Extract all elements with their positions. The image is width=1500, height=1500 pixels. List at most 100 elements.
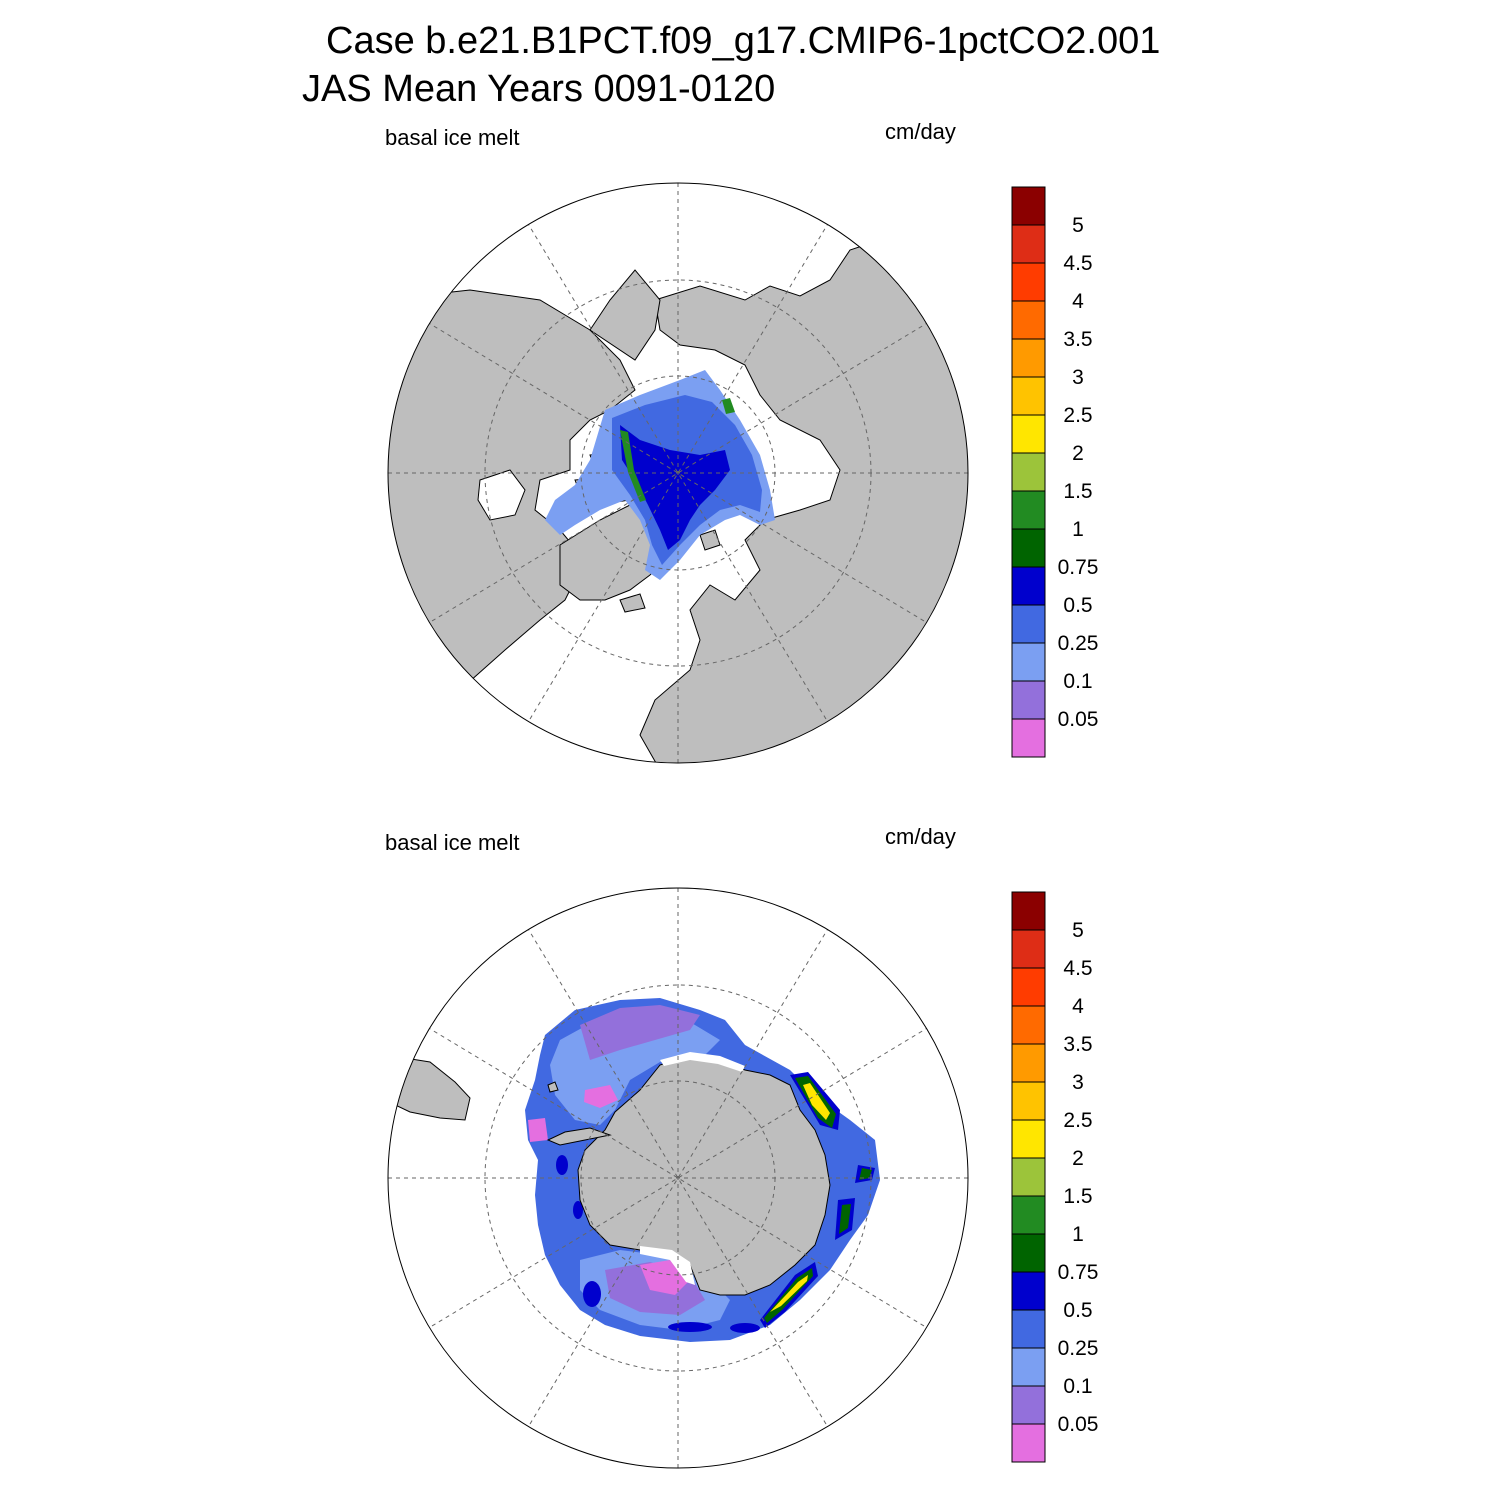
north-colorbar-label: 0.1 [1063, 670, 1092, 693]
north-colorbar-label: 1 [1072, 518, 1084, 541]
north-panel-units-label: cm/day [885, 119, 956, 144]
south-meridian-line [526, 926, 830, 1430]
north-meridian-line [526, 221, 830, 725]
south-panel-units-label: cm/day [885, 824, 956, 849]
south-colorbar-label: 4 [1072, 995, 1084, 1018]
south-colorbar-swatch [1011, 891, 1046, 931]
antarctic-peninsula-land [546, 1127, 612, 1146]
north-meridian-line [426, 321, 930, 625]
figure-title-line1: Case b.e21.B1PCT.f09_g17.CMIP6-1pctCO2.0… [326, 20, 1161, 62]
south-colorbar-label: 0.25 [1058, 1337, 1099, 1360]
north-colorbar-swatch [1011, 452, 1046, 492]
south-colorbar-swatch [1011, 1423, 1046, 1463]
south-colorbar-swatch [1011, 1271, 1046, 1311]
south-panel-variable-label: basal ice melt [385, 830, 520, 855]
north-colorbar-swatch [1011, 414, 1046, 454]
south-melt-0.05 [580, 1005, 700, 1060]
north-colorbar-label: 2.5 [1063, 404, 1092, 427]
north-melt-1 [620, 430, 646, 502]
north-graticule [388, 183, 968, 763]
north-colorbar-label: 3 [1072, 366, 1084, 389]
north-panel-variable-label: basal ice melt [385, 125, 520, 150]
south-melt-0.5 [668, 1322, 712, 1332]
south-colorbar-swatch [1011, 1157, 1046, 1197]
south-colorbar-label: 3 [1072, 1071, 1084, 1094]
south-colorbar-swatch [1011, 929, 1046, 969]
north-colorbar-label: 5 [1072, 214, 1084, 237]
south-map-border [387, 887, 969, 1469]
north-melt-0.5 [620, 425, 730, 550]
south-meridian-line [426, 1026, 930, 1330]
north-colorbar-swatch [1011, 490, 1046, 530]
north-colorbar-label: 4 [1072, 290, 1084, 313]
south-meridian-line [426, 1026, 930, 1330]
north-colorbar-swatch [1011, 262, 1046, 302]
south-colorbar-label: 3.5 [1063, 1033, 1092, 1056]
north-colorbar-swatch [1011, 680, 1046, 720]
south-colorbar-swatch [1011, 1385, 1046, 1425]
south-colorbar-swatch [1011, 1233, 1046, 1273]
north-colorbar-label: 0.25 [1058, 632, 1099, 655]
north-colorbar-swatch [1011, 338, 1046, 378]
ice-shelf [640, 1246, 695, 1285]
north-colorbar-label: 2 [1072, 442, 1084, 465]
iceland-land [619, 593, 646, 613]
south-melt-0.5 [556, 1155, 568, 1175]
south-melt-0.5 [730, 1323, 760, 1333]
south-colorbar-swatch [1011, 1195, 1046, 1235]
south-melt-0.5 [583, 1281, 601, 1307]
north-colorbar-label: 0.05 [1058, 708, 1099, 731]
north-map-border [387, 182, 969, 764]
ice-shelf [660, 1052, 745, 1072]
south-colorbar-label: 0.5 [1063, 1299, 1092, 1322]
south-colorbar-label: 2 [1072, 1147, 1084, 1170]
north-colorbar-label: 0.75 [1058, 556, 1099, 579]
north-meridian-line [526, 221, 830, 725]
south-colorbar-swatch [1011, 967, 1046, 1007]
figure-title-line2: JAS Mean Years 0091-0120 [302, 68, 776, 110]
south-colorbar-swatch [1011, 1005, 1046, 1045]
south-melt-0.05-low [584, 1085, 618, 1108]
south-melt-0.75 [859, 1168, 872, 1180]
south-colorbar: 5 4.5 4 3.5 3 2.5 2 1.5 1 0.75 0.5 0.25 0.1 0.05 [1011, 891, 1099, 1463]
north-colorbar: 5 4.5 4 3.5 3 2.5 2 1.5 1 0.75 0.5 0.25 0.1 0.05 [1011, 186, 1099, 758]
north-colorbar-swatch [1011, 224, 1046, 264]
alaska-land [589, 269, 661, 361]
south-colorbar-label: 5 [1072, 919, 1084, 942]
south-melt-2 [803, 1083, 830, 1120]
south-polar-map [387, 887, 969, 1469]
north-colorbar-swatch [1011, 604, 1046, 644]
island-land [547, 1081, 559, 1093]
south-melt-0.05-low [528, 1118, 548, 1142]
south-colorbar-label: 1.5 [1063, 1185, 1092, 1208]
north-colorbar-swatch [1011, 642, 1046, 682]
north-colorbar-swatch [1011, 376, 1046, 416]
arctic-island [699, 529, 721, 551]
south-colorbar-label: 4.5 [1063, 957, 1092, 980]
south-colorbar-swatch [1011, 1043, 1046, 1083]
north-colorbar-swatch [1011, 186, 1046, 226]
south-colorbar-swatch [1011, 1081, 1046, 1121]
north-colorbar-label: 0.5 [1063, 594, 1092, 617]
north-colorbar-swatch [1011, 718, 1046, 758]
south-melt-2 [770, 1275, 808, 1312]
south-colorbar-label: 0.75 [1058, 1261, 1099, 1284]
north-colorbar-swatch [1011, 528, 1046, 568]
south-colorbar-swatch [1011, 1309, 1046, 1349]
south-colorbar-label: 1 [1072, 1223, 1084, 1246]
south-colorbar-swatch [1011, 1119, 1046, 1159]
south-colorbar-label: 0.05 [1058, 1413, 1099, 1436]
south-melt-0.5 [573, 1201, 583, 1219]
north-colorbar-label: 1.5 [1063, 480, 1092, 503]
south-melt-0.75 [839, 1204, 851, 1234]
north-colorbar-label: 3.5 [1063, 328, 1092, 351]
eurasia-land [639, 239, 968, 763]
north-meridian-line [426, 321, 930, 625]
south-graticule [388, 888, 968, 1468]
hudson-bay [477, 469, 526, 521]
north-colorbar-swatch [1011, 566, 1046, 606]
north-melt-field [545, 370, 775, 580]
south-colorbar-label: 2.5 [1063, 1109, 1092, 1132]
north-melt-1 [722, 398, 735, 414]
